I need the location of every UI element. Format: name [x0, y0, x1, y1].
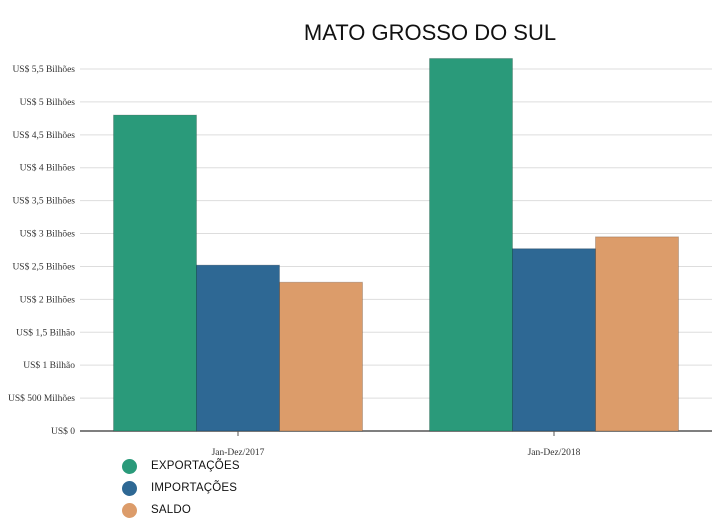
y-tick-label: US$ 4,5 Bilhões [12, 130, 75, 141]
bar-saldo [279, 281, 363, 432]
legend-item-saldo[interactable]: SALDO [122, 499, 240, 521]
legend-label-importacoes: IMPORTAÇÕES [151, 482, 238, 494]
legend-swatch-importacoes [122, 480, 137, 496]
bar-importações [512, 248, 596, 432]
y-tick-label: US$ 2,5 Bilhões [12, 261, 75, 272]
legend: EXPORTAÇÕES IMPORTAÇÕES SALDO [122, 455, 240, 521]
y-tick-label: US$ 5 Bilhões [20, 97, 76, 108]
legend-swatch-saldo [122, 502, 137, 518]
legend-item-exportacoes[interactable]: EXPORTAÇÕES [122, 455, 240, 477]
y-tick-label: US$ 2 Bilhões [20, 294, 76, 305]
chart-title: MATO GROSSO DO SUL [303, 20, 557, 45]
bar-saldo [595, 236, 679, 432]
y-tick-label: US$ 1,5 Bilhão [16, 327, 75, 338]
bar-exportações [429, 57, 513, 432]
y-tick-label: US$ 1 Bilhão [23, 360, 75, 371]
y-tick-label: US$ 500 Milhões [8, 393, 75, 404]
y-tick-label: US$ 4 Bilhões [20, 163, 76, 174]
legend-swatch-exportacoes [122, 458, 137, 474]
y-tick-label: US$ 3,5 Bilhões [12, 196, 75, 207]
legend-item-importacoes[interactable]: IMPORTAÇÕES [122, 477, 240, 499]
y-tick-label: US$ 0 [51, 426, 75, 437]
bar-exportações [113, 114, 197, 432]
x-tick-label: Jan-Dez/2017 [212, 448, 265, 458]
y-tick-label: US$ 5,5 Bilhões [12, 64, 75, 75]
x-tick-label: Jan-Dez/2018 [528, 448, 581, 458]
legend-label-exportacoes: EXPORTAÇÕES [151, 460, 240, 472]
y-tick-label: US$ 3 Bilhões [20, 229, 76, 240]
bar-importações [196, 264, 280, 432]
legend-label-saldo: SALDO [151, 504, 191, 516]
